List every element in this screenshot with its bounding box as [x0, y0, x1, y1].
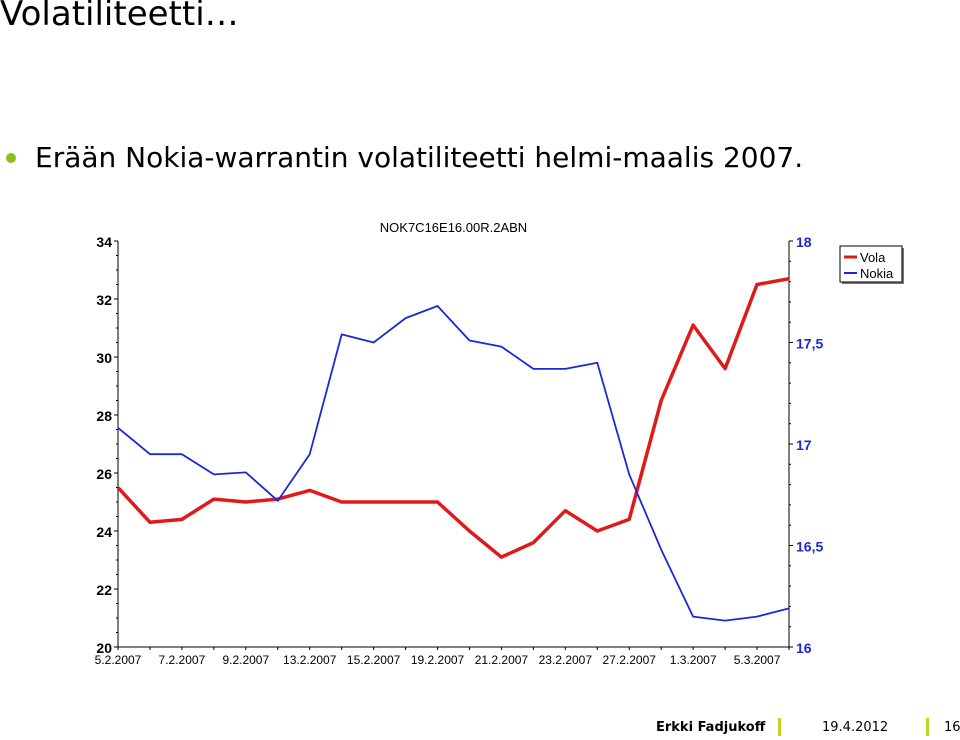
left-tick-label: 24 [96, 524, 112, 540]
right-tick-label: 16 [796, 640, 812, 656]
chart-container: NOK7C16E16.00R.2ABN 20 22 24 26 28 30 32 34 16 16,… [0, 210, 960, 680]
footer-separator [778, 718, 781, 736]
footer-separator [926, 718, 929, 736]
series-line-vola [116, 276, 790, 559]
x-tick-label: 1.3.2007 [670, 653, 717, 667]
left-tick-label: 26 [96, 466, 112, 482]
bullet-item: Erään Nokia-warrantin volatiliteetti hel… [6, 140, 803, 176]
footer-page-number: 16 [944, 720, 960, 735]
left-tick-label: 20 [96, 640, 112, 656]
volatility-chart: NOK7C16E16.00R.2ABN 20 22 24 26 28 30 32 34 16 16,… [95, 220, 904, 667]
chart-title: NOK7C16E16.00R.2ABN [380, 220, 527, 235]
legend-box [839, 245, 903, 283]
footer-date: 19.4.2012 [822, 720, 889, 735]
x-tick-label: 23.2.2007 [539, 653, 593, 667]
bullet-text: Erään Nokia-warrantin volatiliteetti hel… [35, 141, 804, 174]
x-tick-label: 19.2.2007 [411, 653, 465, 667]
slide-title: Volatiliteetti… [0, 0, 239, 34]
left-tick-label: 32 [96, 292, 112, 308]
x-tick-label: 7.2.2007 [159, 653, 206, 667]
x-tick-label: 9.2.2007 [222, 653, 269, 667]
x-tick-label: 21.2.2007 [475, 653, 529, 667]
right-tick-label: 18 [796, 234, 812, 250]
left-tick-label: 30 [96, 350, 112, 366]
x-tick-label: 5.2.2007 [95, 653, 142, 667]
x-tick-label: 15.2.2007 [347, 653, 401, 667]
footer-author: Erkki Fadjukoff [656, 720, 766, 735]
left-tick-label: 34 [96, 234, 112, 250]
legend-label: Vola [860, 250, 886, 265]
left-tick-label: 22 [96, 582, 112, 598]
bullet-dot-icon [6, 153, 16, 163]
x-tick-label: 5.3.2007 [734, 653, 781, 667]
left-tick-label: 28 [96, 408, 112, 424]
right-tick-label: 17,5 [796, 336, 823, 352]
x-tick-label: 27.2.2007 [603, 653, 657, 667]
footer: Erkki Fadjukoff 19.4.2012 16 [0, 718, 960, 738]
series-line-nokia [117, 305, 790, 622]
right-tick-label: 17 [796, 437, 812, 453]
x-tick-label: 13.2.2007 [283, 653, 337, 667]
legend-label: Nokia [860, 266, 894, 281]
right-tick-label: 16,5 [796, 539, 823, 555]
